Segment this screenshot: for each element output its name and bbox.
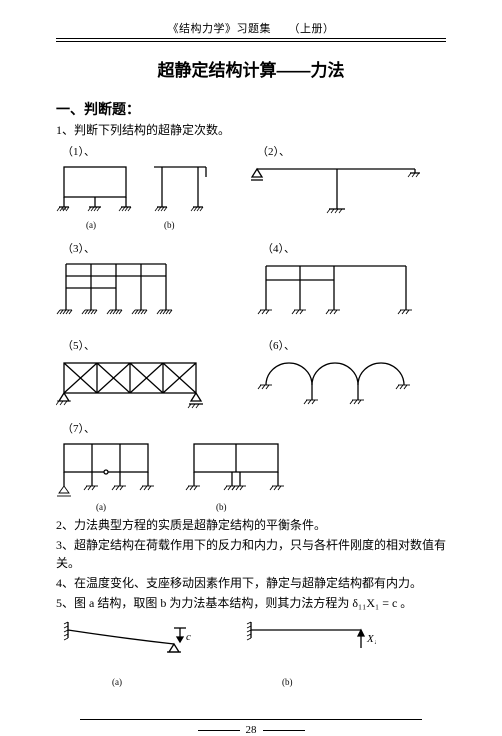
question-4: 4、在温度变化、支座移动因素作用下，静定与超静定结构都有内力。 <box>56 574 446 592</box>
diagram-3 <box>56 258 176 327</box>
sublabel-b: (b) <box>164 220 175 230</box>
sublabel-a5q: (a) <box>112 677 122 687</box>
label-7: （7）、 <box>62 420 446 436</box>
diagram-q5: c X₁ (a) (b) <box>56 618 446 687</box>
sublabel-a: (a) <box>86 220 96 230</box>
label-4: （4）、 <box>262 240 416 256</box>
sublabel-a7: (a) <box>96 502 106 512</box>
label-6: （6）、 <box>262 337 426 353</box>
label-5: （5）、 <box>62 337 206 353</box>
page-title: 超静定结构计算——力法 <box>56 56 446 81</box>
diagram-1: (a) (b) <box>56 161 221 230</box>
question-3: 3、超静定结构在荷载作用下的反力和内力，只与各杆件刚度的相对数值有关。 <box>56 536 446 572</box>
question-1: 1、判断下列结构的超静定次数。 <box>56 121 446 139</box>
sublabel-b5q: (b) <box>282 677 293 687</box>
x1-label: X₁ <box>366 633 376 645</box>
page-number: 28 <box>0 724 502 736</box>
diagram-5 <box>56 355 206 414</box>
diagram-4 <box>256 258 416 327</box>
rule <box>56 41 446 42</box>
label-1: （1）、 <box>62 143 221 159</box>
section-heading: 一、判断题： <box>56 99 446 119</box>
sublabel-b7: (b) <box>216 502 227 512</box>
c-label: c <box>186 631 191 643</box>
diagram-6 <box>256 355 426 414</box>
label-3: （3）、 <box>62 240 176 256</box>
question-5: 5、图 a 结构，取图 b 为力法基本结构，则其力法方程为 δ₁₁X₁ = c … <box>56 594 446 612</box>
footer-rule <box>80 719 422 720</box>
diagram-2 <box>251 161 421 225</box>
diagram-7: (a) (b) <box>56 438 446 512</box>
label-2: （2）、 <box>257 143 421 159</box>
question-2: 2、力法典型方程的实质是超静定结构的平衡条件。 <box>56 516 446 534</box>
running-head: 《结构力学》习题集 （上册） <box>56 20 446 39</box>
